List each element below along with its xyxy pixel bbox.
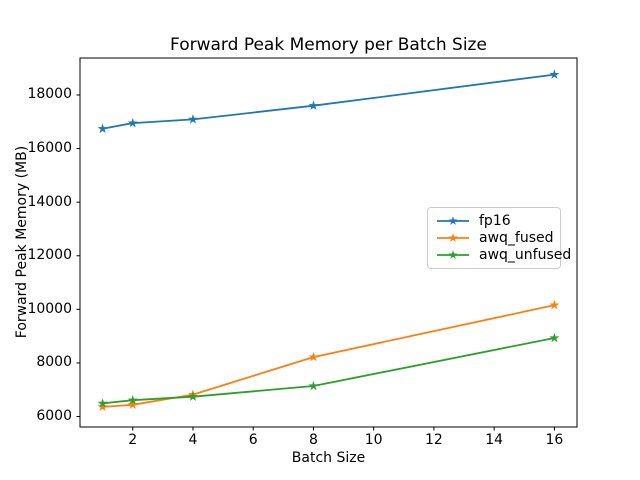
series-marker-awq_fused: [97, 401, 108, 412]
series-marker-fp16: [97, 123, 108, 133]
legend: fp16 awq_fused awq_unfused: [427, 207, 571, 269]
legend-label: fp16: [479, 212, 511, 229]
series-marker-awq_unfused: [127, 395, 138, 405]
series-marker-fp16: [188, 114, 198, 124]
legend-item-fp16: fp16: [435, 213, 553, 229]
series-marker-awq_fused: [127, 399, 138, 409]
legend-sample-fp16: [437, 215, 469, 225]
chart-title: Forward Peak Memory per Batch Size: [170, 35, 487, 55]
legend-label: awq_fused: [479, 229, 554, 246]
series-marker-awq_unfused: [97, 398, 108, 408]
series-marker-fp16: [549, 69, 560, 79]
legend-sample-awq_unfused: [437, 250, 469, 260]
legend-sample-awq_fused: [437, 233, 469, 242]
legend-item-awq_unfused: awq_unfused: [435, 247, 571, 263]
legend-item-awq_fused: awq_fused: [435, 229, 554, 246]
series-marker-awq_unfused: [188, 391, 198, 401]
legend-star-icon: [448, 215, 458, 225]
series-marker-fp16: [127, 117, 138, 128]
series-line-fp16: [101, 73, 556, 130]
legend-star-icon: [448, 250, 458, 260]
legend-star-icon: [448, 233, 458, 242]
axes-spines: [79, 57, 578, 428]
series-line-awq_unfused: [101, 337, 556, 405]
x-axis-label: Batch Size: [291, 450, 366, 466]
series-marker-fp16: [308, 100, 319, 110]
series-marker-awq_fused: [549, 299, 560, 310]
series-marker-awq_unfused: [549, 332, 560, 343]
series-line-awq_fused: [101, 304, 556, 408]
series-marker-awq_unfused: [308, 380, 319, 391]
series-marker-awq_fused: [308, 351, 319, 362]
legend-label: awq_unfused: [479, 247, 572, 264]
